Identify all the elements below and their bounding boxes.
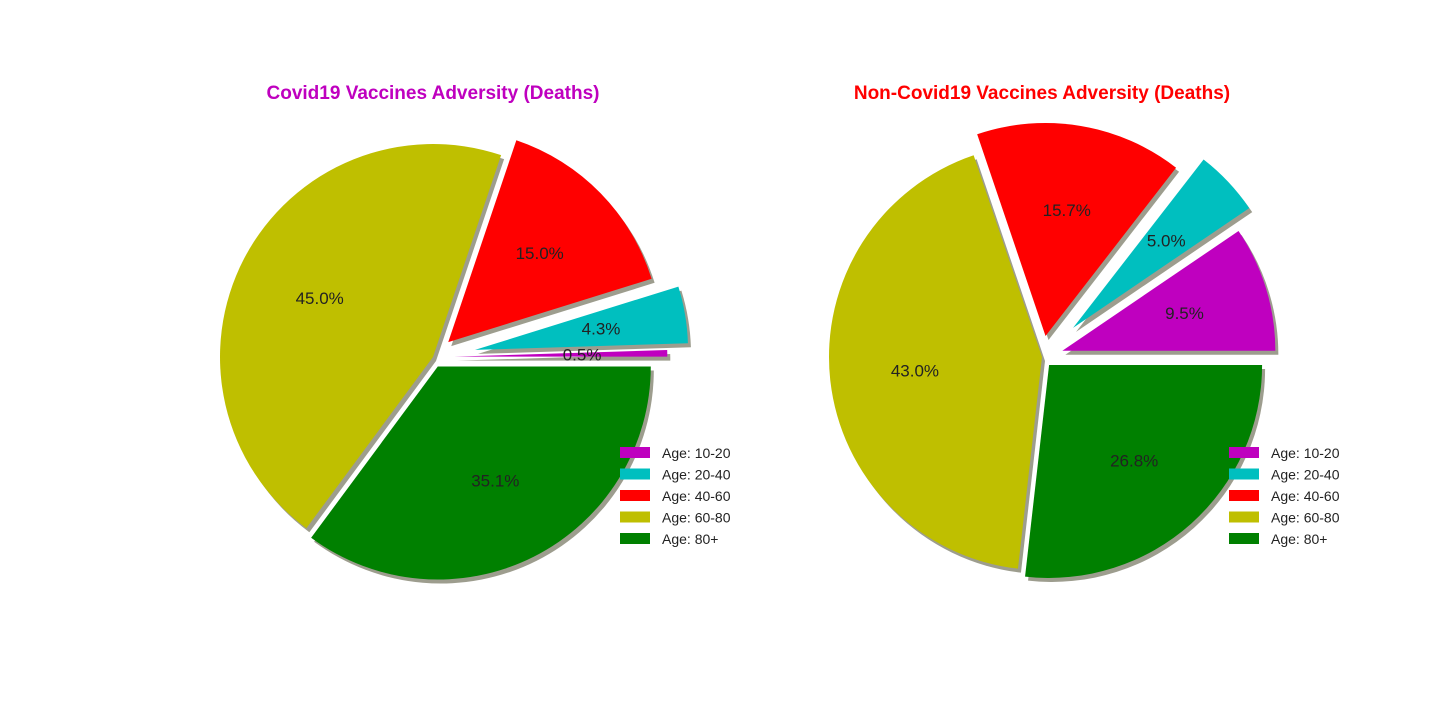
legend-label: Age: 10-20: [662, 445, 731, 461]
legend-swatch: [1229, 447, 1259, 458]
legend-swatch: [1229, 533, 1259, 544]
slice-age-80-plus: [1025, 364, 1263, 578]
legend-swatch: [620, 468, 650, 480]
legend-label: Age: 60-80: [662, 510, 731, 526]
legend-swatch: [620, 533, 650, 544]
slice-age-60-80: [829, 155, 1042, 569]
legend-label: Age: 40-60: [1271, 488, 1340, 504]
legend-swatch: [1229, 468, 1259, 480]
legend-swatch: [620, 490, 650, 501]
chart-title: Non-Covid19 Vaccines Adversity (Deaths): [854, 83, 1230, 104]
non-covid-pie-chart: Non-Covid19 Vaccines Adversity (Deaths) …: [829, 83, 1340, 582]
legend-swatch: [620, 447, 650, 458]
slice-percent-label: 5.0%: [1147, 231, 1186, 250]
slice-percent-label: 0.5%: [563, 346, 602, 365]
legend-swatch: [620, 511, 650, 523]
legend-label: Age: 10-20: [1271, 445, 1340, 461]
legend-label: Age: 80+: [1271, 531, 1327, 547]
slice-percent-label: 15.7%: [1043, 201, 1091, 220]
legend-label: Age: 60-80: [1271, 510, 1340, 526]
slice-age-20-40: [1073, 159, 1250, 328]
slice-percent-label: 26.8%: [1110, 451, 1158, 470]
legend-label: Age: 40-60: [662, 488, 731, 504]
chart-title: Covid19 Vaccines Adversity (Deaths): [267, 83, 600, 104]
slice-age-80-plus: [311, 366, 651, 580]
slice-age-10-20: [1062, 231, 1276, 351]
slice-percent-label: 9.5%: [1165, 304, 1204, 323]
slice-percent-label: 4.3%: [582, 320, 621, 339]
slice-age-40-60: [448, 140, 652, 343]
legend-label: Age: 20-40: [1271, 467, 1340, 483]
legend-label: Age: 20-40: [662, 467, 731, 483]
slice-percent-label: 43.0%: [891, 362, 939, 381]
legend-swatch: [1229, 511, 1259, 523]
legend: Age: 10-20 Age: 20-40 Age: 40-60 Age: 60-80…: [1229, 445, 1340, 547]
legend: Age: 10-20 Age: 20-40 Age: 40-60 Age: 60-80…: [620, 445, 731, 547]
slice-percent-label: 35.1%: [471, 472, 519, 491]
slice-age-40-60: [977, 122, 1177, 336]
slice-age-10-20: [454, 349, 668, 357]
slice-percent-label: 45.0%: [296, 289, 344, 308]
legend-swatch: [1229, 490, 1259, 501]
slice-percent-label: 15.0%: [516, 244, 564, 263]
slice-age-20-40: [475, 286, 688, 350]
covid-pie-chart: Covid19 Vaccines Adversity (Deaths) 0.5%…: [220, 83, 731, 584]
slice-age-60-80: [220, 144, 502, 529]
legend-label: Age: 80+: [662, 531, 718, 547]
